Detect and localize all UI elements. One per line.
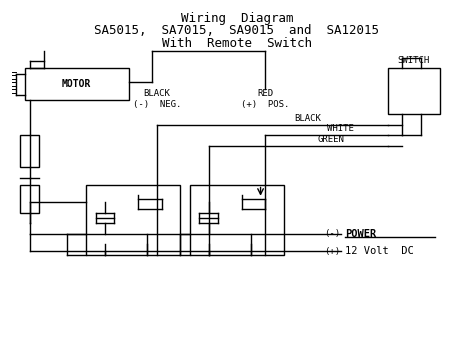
Bar: [388, 68, 439, 114]
Bar: [190, 185, 284, 255]
Text: RED: RED: [257, 89, 273, 98]
Text: MOTOR: MOTOR: [62, 79, 91, 89]
Text: POWER: POWER: [346, 229, 377, 239]
Text: 12 Volt  DC: 12 Volt DC: [346, 246, 414, 256]
Bar: [20, 135, 39, 167]
Text: BLACK: BLACK: [294, 114, 321, 123]
Text: (-)  NEG.: (-) NEG.: [133, 100, 181, 109]
Text: With  Remote  Switch: With Remote Switch: [162, 37, 312, 50]
Text: (+): (+): [325, 247, 341, 256]
Text: Wiring  Diagram: Wiring Diagram: [181, 12, 293, 25]
Bar: [86, 185, 181, 255]
Text: (+)  POS.: (+) POS.: [241, 100, 290, 109]
Text: (-): (-): [325, 229, 341, 238]
Text: WHITE: WHITE: [327, 125, 354, 133]
Text: SWITCH: SWITCH: [398, 56, 430, 65]
Bar: [25, 68, 128, 100]
Bar: [20, 185, 39, 213]
Text: BLACK: BLACK: [144, 89, 170, 98]
Text: GREEN: GREEN: [318, 135, 345, 144]
Text: SA5015,  SA7015,  SA9015  and  SA12015: SA5015, SA7015, SA9015 and SA12015: [94, 24, 380, 37]
